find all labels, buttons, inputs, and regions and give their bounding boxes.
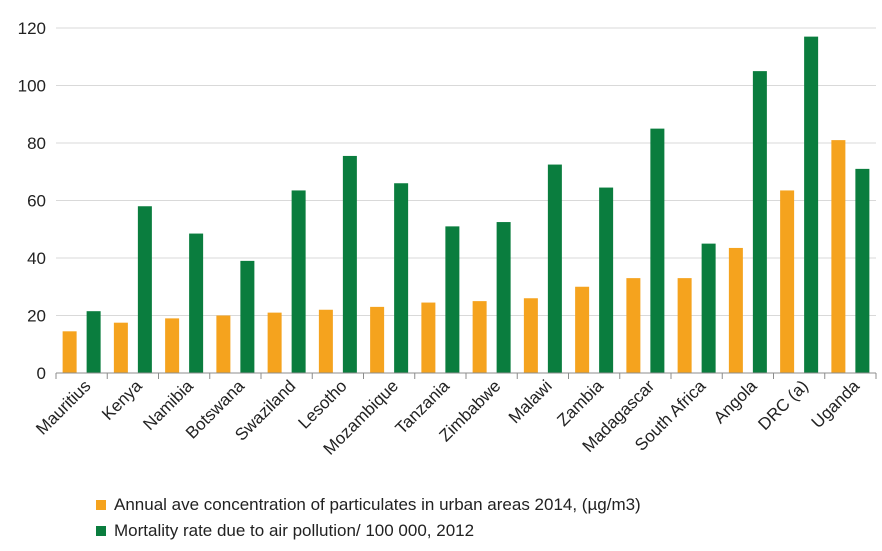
bar-mortality: [342, 155, 357, 373]
bar-particulates: [216, 315, 231, 373]
y-axis-ticks: 0 20 40 60 80 100 120: [18, 19, 46, 383]
bar-particulates: [318, 309, 333, 373]
bar-particulates: [62, 331, 77, 373]
legend-item-mortality: Mortality rate due to air pollution/ 100…: [96, 518, 641, 544]
y-tick-label: 100: [18, 77, 46, 96]
bar-mortality: [804, 36, 819, 373]
y-tick-label: 40: [27, 249, 46, 268]
bar-mortality: [496, 222, 511, 373]
bar-mortality: [291, 190, 306, 373]
x-tick-label: Mauritius: [32, 376, 94, 438]
legend-label-mortality: Mortality rate due to air pollution/ 100…: [114, 521, 475, 540]
bar-mortality: [650, 128, 665, 373]
bar-particulates: [626, 278, 641, 373]
bar-mortality: [137, 206, 152, 373]
bar-mortality: [240, 260, 255, 373]
legend-item-particulates: Annual ave concentration of particulates…: [96, 492, 641, 518]
bar-mortality: [855, 168, 870, 373]
bar-particulates: [677, 278, 692, 373]
bar-particulates: [728, 247, 743, 373]
x-tick-label: Malawi: [505, 376, 556, 427]
bar-mortality: [86, 311, 101, 373]
x-tick-label: DRC (a): [754, 376, 812, 434]
x-tick-label: Angola: [710, 376, 761, 427]
bar-mortality: [752, 71, 767, 373]
y-tick-label: 80: [27, 134, 46, 153]
legend-swatch-particulates: [96, 500, 106, 510]
y-tick-label: 20: [27, 307, 46, 326]
bar-mortality: [599, 187, 614, 373]
legend: Annual ave concentration of particulates…: [96, 492, 641, 544]
legend-label-particulates: Annual ave concentration of particulates…: [114, 495, 641, 514]
bar-mortality: [547, 164, 562, 373]
legend-swatch-mortality: [96, 526, 106, 536]
bar-mortality: [701, 243, 716, 373]
bar-particulates: [421, 302, 436, 373]
bar-particulates: [370, 306, 385, 373]
bar-particulates: [113, 322, 128, 373]
y-tick-label: 120: [18, 19, 46, 38]
bar-particulates: [165, 318, 180, 373]
bar-particulates: [523, 298, 538, 373]
bar-mortality: [189, 233, 204, 373]
bar-mortality: [445, 226, 460, 373]
bars: [62, 36, 870, 373]
bar-particulates: [831, 140, 846, 373]
x-tick-label: Uganda: [808, 376, 864, 432]
bar-particulates: [267, 312, 282, 373]
x-axis-ticks: Mauritius KenyaNamibiaBotswanaSwazilandLe…: [32, 373, 877, 459]
y-tick-label: 0: [37, 364, 46, 383]
bar-particulates: [575, 286, 590, 373]
y-tick-label: 60: [27, 192, 46, 211]
bar-mortality: [394, 183, 409, 373]
bar-particulates: [472, 301, 487, 373]
bar-particulates: [780, 190, 795, 373]
x-tick-label: Kenya: [98, 376, 146, 424]
